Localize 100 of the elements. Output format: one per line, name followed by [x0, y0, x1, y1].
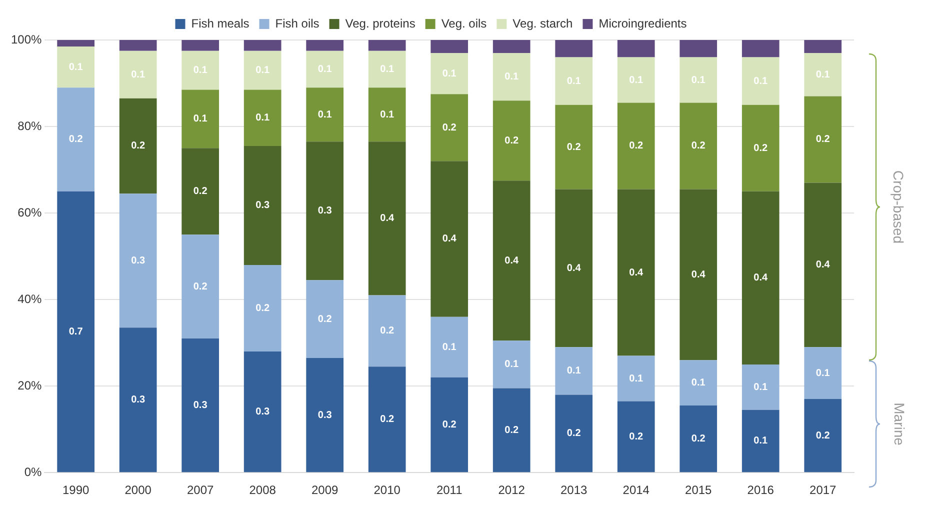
bar [57, 40, 94, 46]
legend-label: Fish meals [191, 16, 250, 30]
bar [182, 234, 220, 338]
legend-label: Veg. proteins [345, 16, 416, 30]
data-label: 0.4 [504, 255, 519, 266]
data-label: 0.2 [442, 420, 457, 431]
x-tick-label: 2015 [685, 483, 712, 498]
x-tick-label: 2012 [498, 483, 526, 498]
text: Marine [891, 402, 908, 446]
bar [555, 189, 593, 348]
data-label: 0.1 [691, 74, 706, 86]
data-label: 0.1 [68, 62, 84, 73]
data-label: 0.1 [754, 436, 768, 447]
data-label: 0.4 [754, 272, 768, 284]
bar [617, 356, 655, 402]
data-label: 0.1 [318, 64, 332, 75]
bar [804, 347, 842, 400]
legend-label: Fish oils [275, 16, 320, 30]
bar [617, 401, 655, 472]
data-label: 0.4 [442, 234, 457, 245]
data-label: 0.3 [256, 200, 270, 212]
bar [430, 161, 468, 317]
bar [244, 146, 282, 265]
bar [182, 148, 220, 235]
data-label: 0.2 [566, 142, 582, 153]
bar [244, 40, 282, 51]
data-label: 0.2 [629, 140, 644, 152]
data-label: 0.1 [691, 378, 706, 389]
bar [680, 189, 718, 360]
bar [555, 347, 593, 395]
data-label: 0.1 [256, 65, 270, 76]
bar [492, 52, 530, 101]
bar [244, 50, 282, 90]
y-tick-label: 80% [18, 118, 42, 133]
bar [430, 52, 468, 94]
legend-label: Microingredients [598, 16, 687, 30]
bar [306, 142, 344, 280]
bar [244, 351, 282, 472]
x-tick-label: 2000 [124, 483, 152, 498]
bar [742, 104, 780, 192]
data-label: 0.2 [816, 134, 830, 146]
bar [617, 57, 655, 103]
bar [57, 88, 94, 192]
bar [680, 40, 718, 58]
data-label: 0.1 [504, 72, 519, 83]
data-label: 0.1 [193, 65, 208, 76]
data-label: 0.2 [380, 414, 394, 426]
bar [57, 46, 94, 88]
x-tick-label: 2014 [622, 483, 650, 498]
x-tick-label: 1990 [62, 483, 90, 498]
data-label: 0.2 [318, 314, 332, 325]
data-label: 0.2 [816, 430, 830, 442]
data-label: 0.7 [68, 326, 84, 338]
bar [306, 358, 344, 472]
data-label: 0.2 [131, 140, 146, 152]
x-tick-label: 2016 [747, 483, 774, 498]
data-label: 0.3 [318, 206, 332, 217]
bar [804, 96, 842, 183]
bar [555, 104, 593, 190]
bar [368, 40, 406, 51]
bar [182, 90, 220, 148]
bar [804, 52, 842, 96]
bar [430, 94, 468, 162]
bar [119, 40, 157, 51]
data-label: 0.1 [256, 112, 270, 124]
bar [555, 394, 593, 472]
data-label: 0.1 [380, 64, 394, 75]
x-tick-label: 2013 [560, 483, 588, 498]
data-label: 0.3 [318, 410, 332, 421]
data-label: 0.2 [193, 281, 208, 292]
data-label: 0.1 [131, 69, 146, 80]
bar [430, 377, 468, 472]
bar [680, 57, 718, 103]
data-label: 0.1 [816, 69, 830, 80]
bar [492, 40, 530, 53]
bar [742, 191, 780, 364]
bar [555, 57, 593, 105]
bar [119, 98, 157, 194]
bar [430, 316, 468, 378]
bar [306, 50, 344, 88]
data-label: 0.1 [318, 109, 332, 120]
bar [368, 88, 406, 142]
data-label: 0.1 [380, 109, 394, 120]
data-label: 0.2 [68, 134, 84, 146]
bar [492, 100, 530, 181]
bar [430, 40, 468, 53]
legend-label: Veg. starch [512, 16, 573, 30]
bar [306, 280, 344, 358]
bar [742, 410, 780, 472]
bar [804, 40, 842, 53]
data-label: 0.2 [691, 434, 706, 445]
bar [57, 191, 94, 472]
bar [368, 295, 406, 367]
data-label: 0.4 [816, 260, 830, 271]
y-tick-label: 100% [10, 32, 42, 46]
data-label: 0.1 [629, 373, 644, 384]
bar [680, 406, 718, 472]
data-label: 0.2 [754, 142, 768, 154]
data-label: 0.1 [816, 368, 830, 379]
bar [804, 399, 842, 472]
